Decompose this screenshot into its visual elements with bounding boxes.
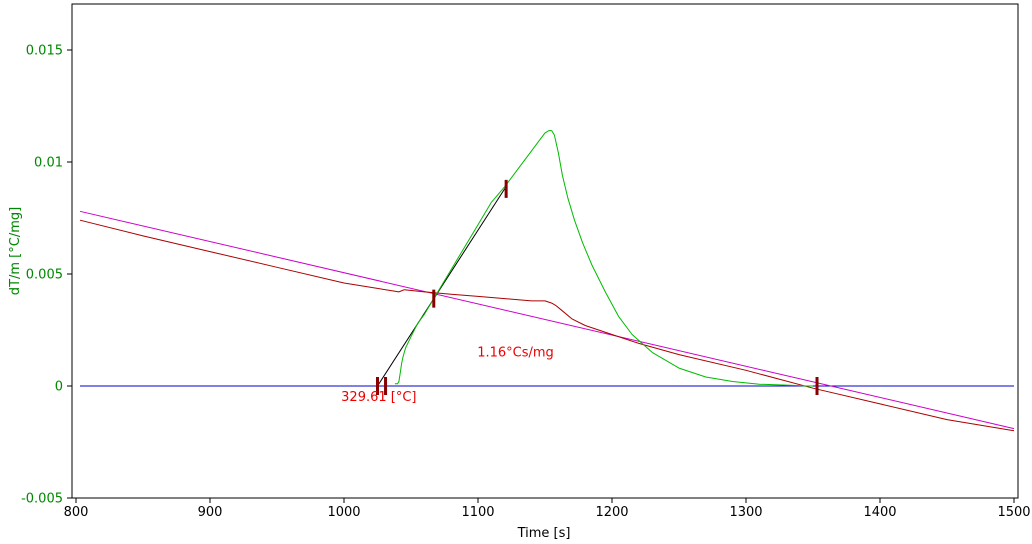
x-tick-label: 1500: [997, 505, 1030, 520]
plot-series: [79, 130, 1015, 432]
x-axis: 800 900 1000 1100 1200 1300 1400 1500: [64, 498, 1031, 520]
baseline-marker: [384, 377, 388, 395]
y-tick-label: 0.005: [26, 268, 63, 283]
x-tick-label: 900: [198, 505, 223, 520]
annotation-label: 1.16°Cs/mg: [477, 345, 554, 360]
y-axis-title: dT/m [°C/mg]: [8, 207, 23, 295]
x-tick-label: 800: [64, 505, 89, 520]
x-tick-label: 1100: [461, 505, 494, 520]
baseline-marker: [815, 377, 819, 395]
x-axis-title: Time [s]: [517, 526, 571, 541]
x-tick-label: 1300: [729, 505, 762, 520]
y-tick-label: 0: [55, 380, 63, 395]
x-tick-label: 1200: [595, 505, 628, 520]
baseline-marker: [432, 289, 436, 308]
series-baseline-fit: [79, 219, 1015, 432]
x-tick-label: 1400: [863, 505, 896, 520]
series-tangent: [377, 186, 507, 387]
baseline-marker: [504, 179, 508, 198]
baseline-marker: [376, 377, 379, 395]
y-tick-label: 0.01: [34, 156, 63, 171]
plot-frame: [71, 3, 1019, 499]
y-axis: -0.005 0 0.005 0.01 0.015: [21, 44, 72, 507]
y-tick-label: -0.005: [21, 492, 63, 507]
series-extrapolated-baseline: [79, 210, 1015, 430]
baseline-markers: [376, 179, 819, 395]
series-signal: [394, 130, 813, 387]
annotations: 1.16°Cs/mg 329.61 [°C]: [341, 345, 554, 405]
y-tick-label: 0.015: [26, 44, 63, 59]
x-tick-label: 1000: [327, 505, 360, 520]
annotation-label: 329.61 [°C]: [341, 390, 416, 405]
